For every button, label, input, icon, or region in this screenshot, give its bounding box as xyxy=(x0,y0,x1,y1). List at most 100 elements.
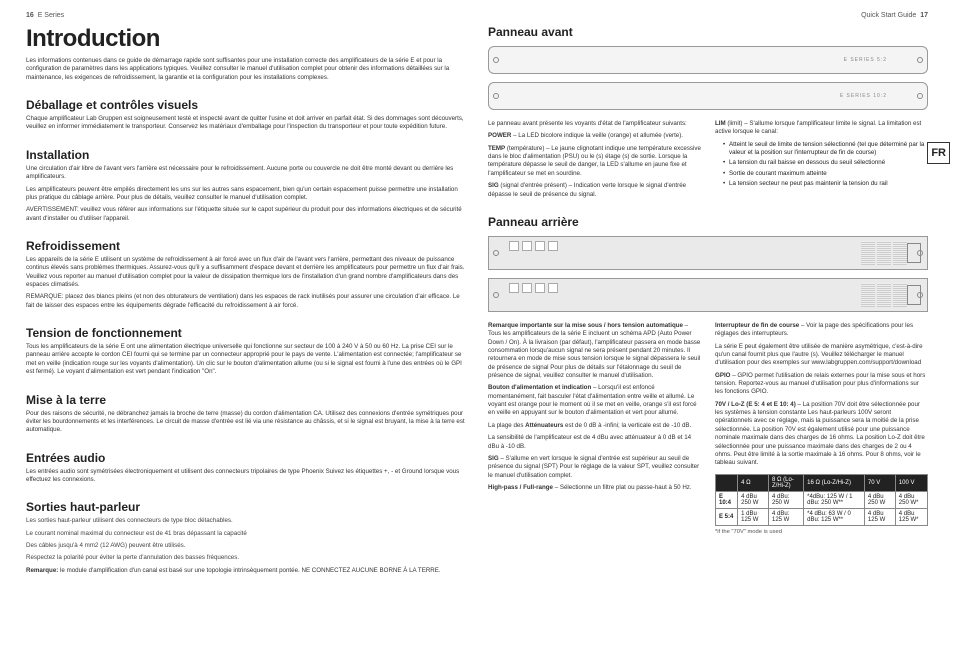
eoc-l: Interrupteur de fin de course xyxy=(715,322,799,329)
intro-text: Les informations contenues dans ce guide… xyxy=(26,57,466,82)
p-spk-2: Le courant nominal maximal du connecteur… xyxy=(26,530,466,538)
rear-panel-img-2 xyxy=(488,278,928,312)
remark-t: le module d'amplification d'un canal est… xyxy=(58,567,440,574)
rear-gpio: GPIO – GPIO permet l'utilisation de rela… xyxy=(715,372,928,397)
p-audio-in: Les entrées audio sont symétrisées élect… xyxy=(26,468,466,485)
table-cell: *4 dBu: 63 W / 0 dBu: 125 W** xyxy=(804,508,865,525)
table-header: 70 V xyxy=(864,474,895,491)
table-header: 100 V xyxy=(895,474,927,491)
table-cell: 4 dBu: 125 W xyxy=(769,508,804,525)
temp-l: TEMP xyxy=(488,145,505,152)
lim-l: LIM xyxy=(715,120,726,127)
power-l: POWER xyxy=(488,132,511,139)
gpio-t: – GPIO permet l'utilisation de relais ex… xyxy=(715,372,925,396)
table-header: 8 Ω (Lo-Z/Hi-Z) xyxy=(769,474,804,491)
power-t: – La LED bicolore indique la veille (ora… xyxy=(511,132,683,139)
table-cell: 1 dBu 125 W xyxy=(738,508,769,525)
header-left: 16 E Series xyxy=(26,12,466,19)
p-ground: Pour des raisons de sécurité, ne débranc… xyxy=(26,410,466,435)
table-cell: *4dBu: 125 W / 1 dBu: 250 W** xyxy=(804,491,865,508)
lim-item: La tension secteur ne peut pas maintenir… xyxy=(723,180,928,188)
lim-t: (limit) – S'allume lorsque l'amplificate… xyxy=(715,120,921,135)
table-cell: 4 dBu 250 W xyxy=(738,491,769,508)
remark-l: Remarque: xyxy=(26,567,58,574)
sig2-t: – S'allume en vert lorsque le signal d'e… xyxy=(488,455,699,479)
pgnum-right: 17 xyxy=(920,12,928,19)
front-model-2: E SERIES 10:2 xyxy=(840,93,887,99)
front-panel-img-1: E SERIES 5:2 xyxy=(488,46,928,74)
front-intro: Le panneau avant présente les voyants d'… xyxy=(488,120,701,128)
p-spk-3: Des câbles jusqu'à 4 mm2 (12 AWG) peuven… xyxy=(26,542,466,550)
lim-item: Sortie de courant maximum atteinte xyxy=(723,170,928,178)
h-cooling: Refroidissement xyxy=(26,239,466,253)
rear-sens: La sensibilité de l'amplificateur est de… xyxy=(488,434,701,451)
btn-l: Bouton d'alimentation et indication xyxy=(488,384,591,391)
p-unboxing: Chaque amplificateur Lab Gruppen est soi… xyxy=(26,115,466,132)
p-cooling-1: Les appareils de la série E utilisent un… xyxy=(26,256,466,289)
led-power: POWER – La LED bicolore indique la veill… xyxy=(488,132,701,140)
loz-l: 70V / Lo-Z (E 5: 4 et E 10: 4) xyxy=(715,401,796,408)
table-cell: 4 dBu: 250 W xyxy=(769,491,804,508)
lim-bullets: Atteint le seuil de limite de tension sé… xyxy=(715,141,928,189)
rear-asym: La série E peut également être utilisée … xyxy=(715,343,928,368)
rear-col-left: Remarque importante sur la mise sous / h… xyxy=(488,322,701,535)
table-cell: E 5:4 xyxy=(716,508,738,525)
rear-panel-img-1 xyxy=(488,236,928,270)
h-install: Installation xyxy=(26,148,466,162)
h-spk-out: Sorties haut-parleur xyxy=(26,500,466,514)
p-spk-4: Respectez la polarité pour éviter la per… xyxy=(26,554,466,562)
table-row: E 5:41 dBu 125 W4 dBu: 125 W*4 dBu: 63 W… xyxy=(716,508,928,525)
hp-l: High-pass / Full-range xyxy=(488,484,553,491)
front-panel-img-2: E SERIES 10:2 xyxy=(488,82,928,110)
p-spk-remark: Remarque: le module d'amplification d'un… xyxy=(26,567,466,575)
p-spk-1: Les sorties haut-parleur utilisent des c… xyxy=(26,517,466,525)
front-col-left: Le panneau avant présente les voyants d'… xyxy=(488,120,701,203)
att-l: Atténuateurs xyxy=(525,422,563,429)
temp-t: (température) – Le jaune clignotant indi… xyxy=(488,145,701,177)
rear-btn: Bouton d'alimentation et indication – Lo… xyxy=(488,384,701,417)
p-install-1: Une circulation d'air libre de l'avant v… xyxy=(26,165,466,182)
table-cell: 4 dBu 125 W xyxy=(864,508,895,525)
header-right: Quick Start Guide 17 xyxy=(488,12,928,19)
led-temp: TEMP (température) – Le jaune clignotant… xyxy=(488,145,701,178)
table-header: 16 Ω (Lo-Z/Hi-Z) xyxy=(804,474,865,491)
h-unboxing: Déballage et contrôles visuels xyxy=(26,98,466,112)
pgnum-left: 16 xyxy=(26,12,34,19)
lim-item: La tension du rail baisse en dessous du … xyxy=(723,159,928,167)
rear-apd: Remarque importante sur la mise sous / h… xyxy=(488,322,701,381)
left-page: 16 E Series Introduction Les information… xyxy=(26,12,466,636)
att-2: est de 0 dB à -infini; la verticale est … xyxy=(563,422,691,429)
front-col-right: LIM (limit) – S'allume lorsque l'amplifi… xyxy=(715,120,928,203)
p-voltage: Tous les amplificateurs de la série E on… xyxy=(26,343,466,376)
page-title: Introduction xyxy=(26,25,466,53)
rear-eoc: Interrupteur de fin de course – Voir la … xyxy=(715,322,928,339)
sig-l: SIG xyxy=(488,182,499,189)
lim-item: Atteint le seuil de limite de tension sé… xyxy=(723,141,928,158)
sig2-l: SIG xyxy=(488,455,499,462)
table-cell: 4 dBu 125 W* xyxy=(895,508,927,525)
rear-sig2: SIG – S'allume en vert lorsque le signal… xyxy=(488,455,701,480)
table-cell: E 10:4 xyxy=(716,491,738,508)
table-footnote: *if the "70V" mode is used xyxy=(715,529,928,535)
loz-t: – La position 70V doit être sélectionnée… xyxy=(715,401,925,467)
right-page: Quick Start Guide 17 Panneau avant E SER… xyxy=(488,12,928,636)
h-voltage: Tension de fonctionnement xyxy=(26,326,466,340)
rear-loz: 70V / Lo-Z (E 5: 4 et E 10: 4) – La posi… xyxy=(715,401,928,468)
h-ground: Mise à la terre xyxy=(26,393,466,407)
p-install-3: AVERTISSEMENT: veuillez vous référer aux… xyxy=(26,206,466,223)
h-rear-panel: Panneau arrière xyxy=(488,215,928,229)
table-row: E 10:44 dBu 250 W4 dBu: 250 W*4dBu: 125 … xyxy=(716,491,928,508)
led-sig: SIG (signal d'entrée présent) – Indicati… xyxy=(488,182,701,199)
front-model-1: E SERIES 5:2 xyxy=(844,57,887,63)
power-table: 4 Ω8 Ω (Lo-Z/Hi-Z)16 Ω (Lo-Z/Hi-Z)70 V10… xyxy=(715,474,928,526)
sig-t: (signal d'entrée présent) – Indication v… xyxy=(488,182,686,197)
language-tab: FR xyxy=(927,142,950,164)
p-install-2: Les amplificateurs peuvent être empilés … xyxy=(26,186,466,203)
table-header xyxy=(716,474,738,491)
p-cooling-2: REMARQUE: placez des blancs pleins (et n… xyxy=(26,293,466,310)
apd-t: – Tous les amplificateurs de la série E … xyxy=(488,322,700,379)
h-audio-in: Entrées audio xyxy=(26,451,466,465)
table-cell: 4 dBu 250 W xyxy=(864,491,895,508)
rear-att: La plage des Atténuateurs est de 0 dB à … xyxy=(488,422,701,430)
hp-t: – Sélectionne un filtre plat ou passe-ha… xyxy=(553,484,692,491)
